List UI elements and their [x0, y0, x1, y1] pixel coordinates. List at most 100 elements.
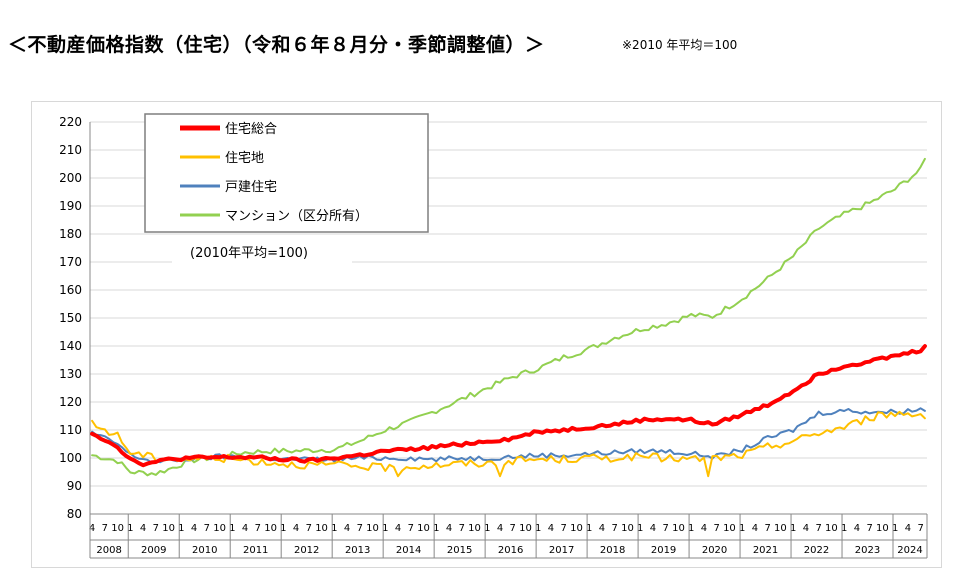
x-month-tick: 4 — [854, 523, 860, 534]
x-month-tick: 1 — [433, 523, 439, 534]
y-tick-label: 210 — [59, 143, 82, 157]
x-month-tick: 1 — [535, 523, 541, 534]
x-month-tick: 1 — [229, 523, 235, 534]
x-year-label: 2016 — [498, 545, 523, 556]
x-month-tick: 7 — [764, 523, 770, 534]
y-tick-label: 170 — [59, 255, 82, 269]
x-month-tick: 4 — [752, 523, 758, 534]
x-month-tick: 10 — [774, 523, 787, 534]
y-tick-label: 150 — [59, 311, 82, 325]
x-month-tick: 10 — [519, 523, 532, 534]
y-tick-label: 120 — [59, 395, 82, 409]
chart-frame — [31, 101, 942, 568]
x-month-tick: 1 — [178, 523, 184, 534]
x-month-tick: 4 — [548, 523, 554, 534]
x-year-label: 2024 — [897, 545, 922, 556]
series-line — [91, 410, 926, 478]
x-month-tick: 4 — [446, 523, 452, 534]
x-month-tick: 4 — [701, 523, 707, 534]
base-year-note: ※2010 年平均＝100 — [622, 38, 738, 52]
x-month-tick: 10 — [417, 523, 430, 534]
x-month-tick: 1 — [892, 523, 898, 534]
x-year-label: 2008 — [96, 545, 121, 556]
y-tick-label: 190 — [59, 199, 82, 213]
x-year-label: 2020 — [702, 545, 727, 556]
y-tick-label: 110 — [59, 423, 82, 437]
y-tick-label: 180 — [59, 227, 82, 241]
x-month-tick: 7 — [663, 523, 669, 534]
x-month-tick: 7 — [357, 523, 363, 534]
legend-label: 住宅総合 — [225, 122, 277, 137]
series-line — [91, 157, 926, 477]
x-year-label: 2011 — [243, 545, 268, 556]
x-year-label: 2013 — [345, 545, 370, 556]
x-month-tick: 1 — [841, 523, 847, 534]
x-month-tick: 10 — [672, 523, 685, 534]
x-year-label: 2019 — [651, 545, 676, 556]
x-month-tick: 1 — [331, 523, 337, 534]
x-month-tick: 1 — [688, 523, 694, 534]
annotation-text: (2010年平均=100) — [190, 246, 308, 261]
x-month-tick: 7 — [408, 523, 414, 534]
x-month-tick: 7 — [459, 523, 465, 534]
x-month-tick: 4 — [599, 523, 605, 534]
x-month-tick: 4 — [497, 523, 503, 534]
y-tick-label: 90 — [67, 479, 82, 493]
x-month-tick: 10 — [111, 523, 124, 534]
x-month-tick: 10 — [315, 523, 328, 534]
x-month-tick: 7 — [153, 523, 159, 534]
x-month-tick: 4 — [191, 523, 197, 534]
x-month-tick: 10 — [366, 523, 379, 534]
legend-label: 住宅地 — [225, 151, 264, 166]
x-month-tick: 7 — [714, 523, 720, 534]
x-month-tick: 4 — [395, 523, 401, 534]
x-month-tick: 1 — [484, 523, 490, 534]
legend-label: マンション（区分所有） — [225, 209, 368, 224]
legend-label: 戸建住宅 — [225, 180, 277, 195]
series-line — [91, 407, 926, 464]
x-month-tick: 4 — [803, 523, 809, 534]
x-year-label: 2023 — [855, 545, 880, 556]
x-month-tick: 1 — [637, 523, 643, 534]
x-year-label: 2015 — [447, 545, 472, 556]
x-month-tick: 7 — [917, 523, 923, 534]
x-month-tick: 1 — [790, 523, 796, 534]
page-title: ＜不動産価格指数（住宅）（令和６年８月分・季節調整値）＞ — [8, 34, 545, 56]
x-month-tick: 7 — [204, 523, 210, 534]
x-month-tick: 7 — [612, 523, 618, 534]
x-year-label: 2010 — [192, 545, 217, 556]
x-month-tick: 10 — [570, 523, 583, 534]
x-month-tick: 4 — [242, 523, 248, 534]
x-year-label: 2022 — [804, 545, 829, 556]
x-month-tick: 1 — [127, 523, 133, 534]
x-month-tick: 4 — [344, 523, 350, 534]
y-axis-ticks: 80 90 100 110 120 130 140 150 160 170 180 190 200 210… — [59, 115, 82, 521]
x-year-label: 2014 — [396, 545, 421, 556]
x-month-tick: 10 — [876, 523, 889, 534]
x-month-tick: 7 — [561, 523, 567, 534]
x-year-label: 2009 — [141, 545, 166, 556]
y-tick-label: 220 — [59, 115, 82, 129]
legend-box — [144, 113, 429, 233]
y-tick-label: 160 — [59, 283, 82, 297]
x-axis: 4 7 10 1 4 7 10 1 4 7 10 1 4 7 10 1 4 7 10 1 4 7 10 1 4 7 10 1 4 7 10 1… — [89, 514, 928, 559]
x-month-tick: 10 — [162, 523, 175, 534]
x-month-tick: 1 — [586, 523, 592, 534]
x-month-tick: 10 — [621, 523, 634, 534]
x-month-tick: 7 — [815, 523, 821, 534]
x-month-tick: 10 — [468, 523, 481, 534]
x-month-tick: 4 — [905, 523, 911, 534]
x-month-tick: 1 — [280, 523, 286, 534]
y-tick-label: 130 — [59, 367, 82, 381]
y-tick-label: 200 — [59, 171, 82, 185]
x-month-tick: 7 — [866, 523, 872, 534]
x-month-tick: 7 — [306, 523, 312, 534]
y-tick-label: 100 — [59, 451, 82, 465]
annotation: (2010年平均=100) — [172, 241, 352, 263]
y-tick-label: 140 — [59, 339, 82, 353]
plot-area — [89, 122, 927, 515]
x-month-tick: 10 — [723, 523, 736, 534]
x-month-tick: 10 — [264, 523, 277, 534]
